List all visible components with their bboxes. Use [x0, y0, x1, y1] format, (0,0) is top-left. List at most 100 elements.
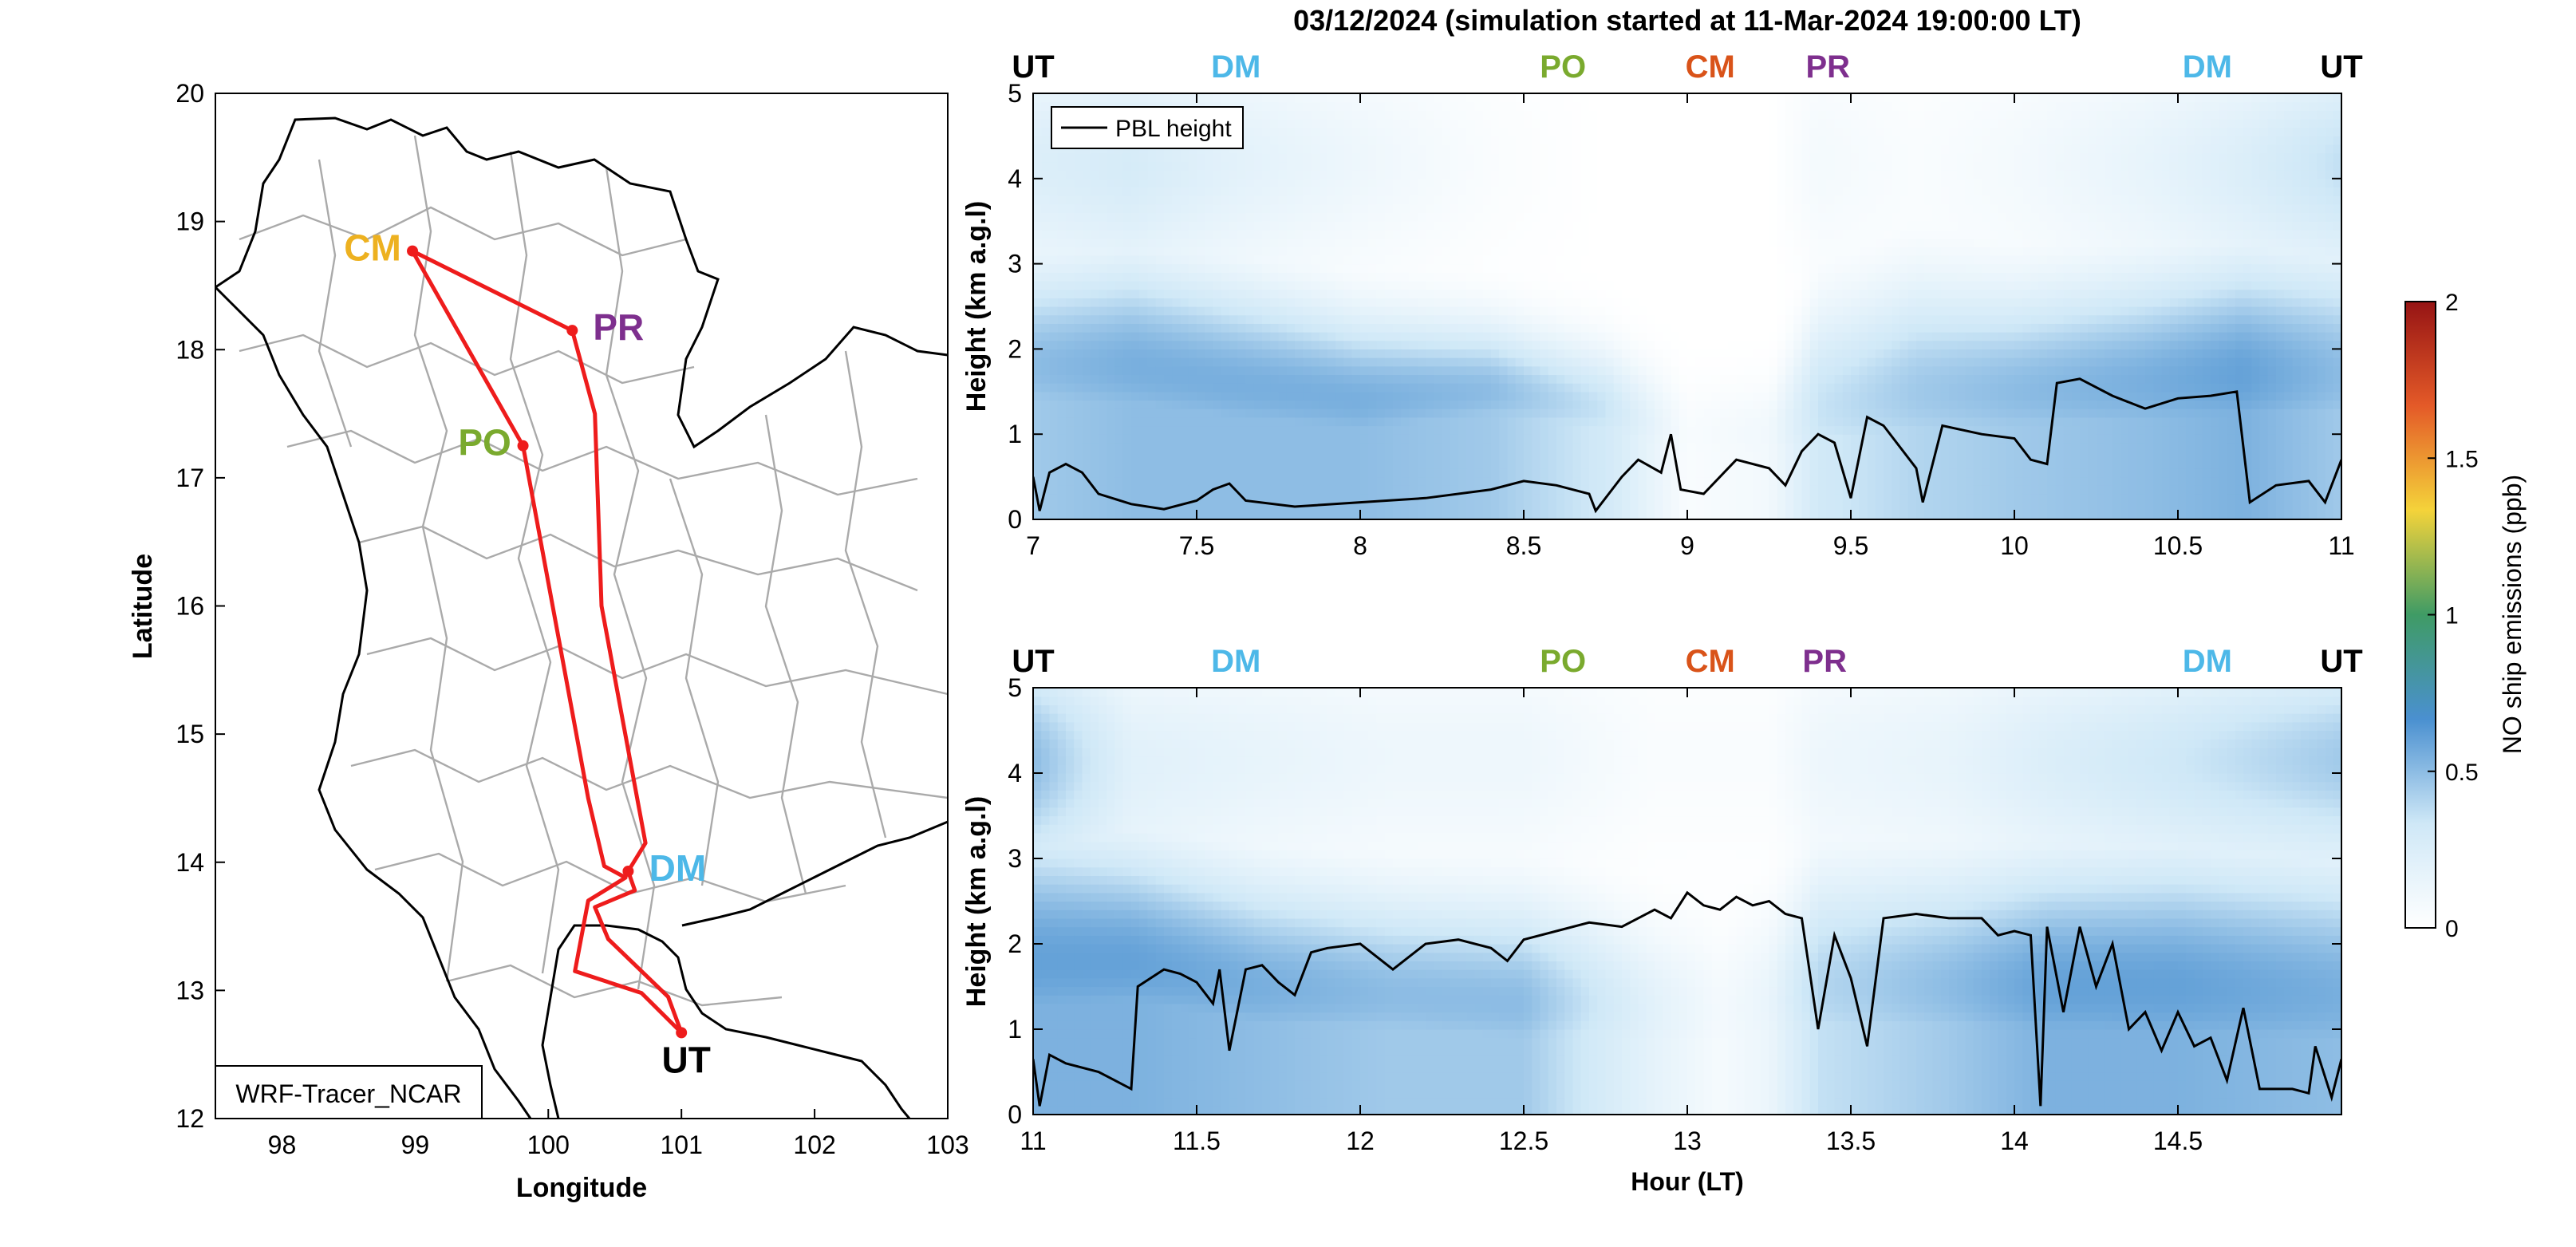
heatmap-cell — [1580, 255, 1590, 265]
heatmap-cell — [1556, 221, 1565, 231]
heatmap-cell — [1205, 255, 1214, 265]
heatmap-cell — [1426, 127, 1434, 136]
heatmap-cell — [1793, 136, 1803, 145]
heatmap-cell — [1172, 195, 1181, 205]
heatmap-cell — [1082, 247, 1091, 256]
heatmap-cell — [1564, 416, 1574, 427]
heatmap-cell — [1777, 323, 1786, 333]
heatmap-cell — [1744, 101, 1753, 111]
heatmap-cell — [1499, 485, 1509, 495]
heatmap-cell — [1253, 340, 1263, 349]
heatmap-cell — [1491, 152, 1500, 163]
heatmap-cell — [1335, 365, 1345, 376]
heatmap-cell — [1351, 212, 1361, 222]
heatmap-cell — [1524, 323, 1533, 333]
heatmap-cell — [1589, 416, 1598, 427]
heatmap-cell — [1221, 289, 1230, 298]
heatmap-cell — [1466, 298, 1476, 307]
top-concentration-cells — [1033, 93, 2341, 519]
heatmap-cell — [1099, 476, 1107, 486]
heatmap-cell — [1114, 152, 1124, 163]
heatmap-cell — [1818, 101, 1827, 111]
heatmap-cell — [1793, 93, 1803, 103]
heatmap-cell — [1564, 468, 1574, 478]
heatmap-cell — [1245, 127, 1255, 136]
heatmap-cell — [1801, 434, 1811, 444]
heatmap-cell — [1638, 408, 1647, 418]
heatmap-cell — [1744, 323, 1753, 333]
heatmap-cell — [1311, 306, 1320, 316]
heatmap-cell — [1401, 178, 1410, 188]
heatmap-cell — [1728, 332, 1738, 341]
heatmap-cell — [1172, 306, 1181, 316]
heatmap-cell — [1041, 272, 1051, 282]
heatmap-cell — [1785, 468, 1794, 478]
heatmap-cell — [1638, 93, 1647, 103]
heatmap-cell — [1663, 323, 1672, 333]
heatmap-cell — [1319, 408, 1328, 418]
heatmap-cell — [1368, 425, 1378, 435]
heatmap-cell — [1801, 400, 1811, 409]
heatmap-cell — [1286, 144, 1296, 154]
heatmap-cell — [1605, 442, 1615, 452]
heatmap-cell — [1769, 170, 1778, 180]
heatmap-cell — [1066, 280, 1075, 290]
heatmap-cell — [1769, 349, 1778, 358]
heatmap-cell — [1572, 374, 1582, 384]
heatmap-cell — [1114, 357, 1124, 367]
heatmap-cell — [1646, 119, 1655, 128]
heatmap-cell — [1384, 272, 1394, 282]
heatmap-cell — [1253, 442, 1263, 452]
heatmap-cell — [1360, 247, 1369, 256]
heatmap-cell — [1262, 263, 1271, 273]
heatmap-cell — [1809, 195, 1819, 205]
heatmap-cell — [1589, 365, 1598, 376]
heatmap-cell — [1785, 357, 1794, 367]
heatmap-cell — [1695, 314, 1705, 324]
heatmap-cell — [1482, 493, 1492, 503]
heatmap-cell — [1679, 263, 1688, 273]
heatmap-cell — [1556, 502, 1565, 511]
heatmap-cell — [1180, 323, 1189, 333]
heatmap-cell — [1458, 144, 1467, 154]
heatmap-cell — [1074, 374, 1083, 384]
heatmap-cell — [1572, 460, 1582, 469]
heatmap-cell — [1728, 374, 1738, 384]
heatmap-cell — [1343, 93, 1353, 103]
heatmap-cell — [1286, 136, 1296, 145]
heatmap-cell — [1720, 178, 1729, 188]
heatmap-cell — [1515, 195, 1525, 205]
heatmap-cell — [1409, 349, 1418, 358]
heatmap-cell — [1728, 468, 1738, 478]
heatmap-cell — [1114, 468, 1124, 478]
heatmap-cell — [1753, 391, 1761, 401]
heatmap-cell — [1409, 314, 1418, 324]
heatmap-cell — [1793, 442, 1803, 452]
heatmap-cell — [1139, 460, 1149, 469]
heatmap-cell — [1564, 170, 1574, 180]
heatmap-cell — [1540, 434, 1549, 444]
heatmap-cell — [1630, 280, 1639, 290]
heatmap-cell — [1221, 187, 1230, 196]
heatmap-cell — [1761, 110, 1770, 120]
heatmap-cell — [1515, 391, 1525, 401]
heatmap-cell — [1769, 247, 1778, 256]
heatmap-cell — [1638, 323, 1647, 333]
heatmap-cell — [1589, 340, 1598, 349]
heatmap-cell — [1671, 511, 1680, 519]
heatmap-cell — [1687, 110, 1696, 120]
heatmap-cell — [1057, 161, 1067, 171]
heatmap-cell — [1646, 476, 1655, 486]
heatmap-cell — [1826, 511, 1836, 519]
heatmap-cell — [1139, 400, 1149, 409]
heatmap-cell — [1205, 460, 1214, 469]
station-dot-ut — [676, 1027, 688, 1039]
heatmap-cell — [1507, 255, 1517, 265]
heatmap-cell — [1155, 289, 1165, 298]
heatmap-cell — [1458, 357, 1467, 367]
heatmap-cell — [1450, 460, 1459, 469]
heatmap-cell — [1769, 212, 1778, 222]
heatmap-cell — [1540, 493, 1549, 503]
heatmap-cell — [1720, 408, 1729, 418]
